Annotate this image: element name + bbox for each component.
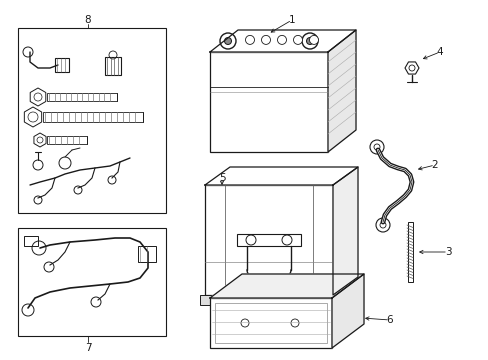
Bar: [204, 185, 332, 295]
Bar: [105, 57, 121, 75]
Text: 6: 6: [386, 315, 392, 325]
Text: 2: 2: [431, 160, 437, 170]
Text: 1: 1: [288, 15, 295, 25]
Text: 5: 5: [218, 173, 225, 183]
Polygon shape: [331, 274, 363, 348]
Bar: [215, 303, 326, 343]
Circle shape: [375, 218, 389, 232]
Circle shape: [220, 33, 236, 49]
Circle shape: [293, 35, 302, 44]
Circle shape: [261, 35, 270, 44]
Bar: [55, 58, 69, 72]
Bar: [18, 28, 165, 213]
Bar: [237, 234, 301, 246]
Polygon shape: [332, 167, 357, 295]
Circle shape: [302, 33, 317, 49]
Circle shape: [277, 35, 286, 44]
Bar: [209, 52, 327, 152]
Circle shape: [306, 37, 313, 45]
Bar: [138, 246, 156, 262]
Bar: [24, 236, 38, 246]
Polygon shape: [209, 274, 363, 298]
Bar: [18, 228, 165, 336]
Bar: [47, 93, 117, 101]
Bar: [200, 295, 337, 305]
Bar: [209, 298, 331, 348]
Text: 3: 3: [444, 247, 450, 257]
Circle shape: [245, 35, 254, 44]
Polygon shape: [327, 30, 355, 152]
Circle shape: [224, 37, 231, 45]
Text: 8: 8: [84, 15, 91, 25]
Circle shape: [369, 140, 383, 154]
Bar: [407, 222, 412, 282]
Text: 4: 4: [436, 47, 443, 57]
Text: 7: 7: [84, 343, 91, 353]
Bar: [43, 112, 142, 122]
Polygon shape: [209, 30, 355, 52]
Circle shape: [309, 35, 318, 44]
Polygon shape: [204, 167, 357, 185]
Bar: [47, 136, 87, 144]
